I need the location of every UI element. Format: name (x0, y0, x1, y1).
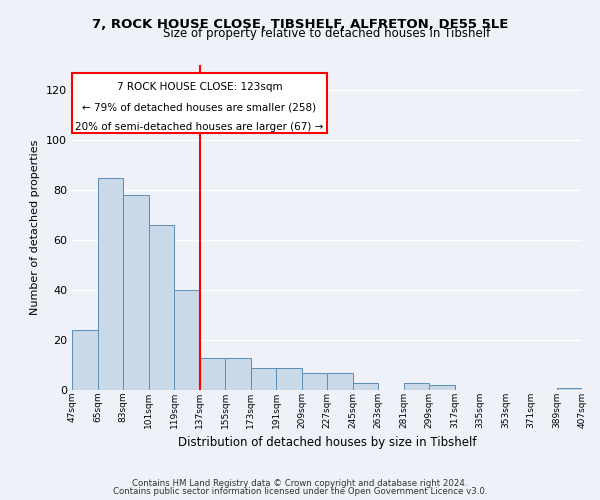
Text: 20% of semi-detached houses are larger (67) →: 20% of semi-detached houses are larger (… (76, 122, 323, 132)
Bar (225, 358, 251, 390)
Text: 7 ROCK HOUSE CLOSE: 123sqm: 7 ROCK HOUSE CLOSE: 123sqm (116, 82, 283, 92)
Text: ← 79% of detached houses are smaller (258): ← 79% of detached houses are smaller (25… (82, 102, 317, 113)
Bar (199, 358, 225, 390)
Bar (123, 195, 149, 390)
Bar (97, 178, 123, 390)
Y-axis label: Number of detached properties: Number of detached properties (31, 140, 40, 315)
Bar (251, 368, 276, 390)
Bar (149, 225, 174, 390)
Bar (276, 368, 302, 390)
X-axis label: Distribution of detached houses by size in Tibshelf: Distribution of detached houses by size … (178, 436, 476, 449)
Bar (302, 372, 327, 390)
Bar (429, 385, 455, 390)
Bar (557, 388, 582, 390)
Bar (404, 382, 429, 390)
Bar (174, 290, 199, 390)
Text: Contains HM Land Registry data © Crown copyright and database right 2024.: Contains HM Land Registry data © Crown c… (132, 478, 468, 488)
Bar (72, 72, 327, 132)
Bar (353, 382, 378, 390)
Bar (327, 372, 353, 390)
Text: 7, ROCK HOUSE CLOSE, TIBSHELF, ALFRETON, DE55 5LE: 7, ROCK HOUSE CLOSE, TIBSHELF, ALFRETON,… (92, 18, 508, 30)
Title: Size of property relative to detached houses in Tibshelf: Size of property relative to detached ho… (163, 27, 491, 40)
Text: Contains public sector information licensed under the Open Government Licence v3: Contains public sector information licen… (113, 487, 487, 496)
Bar (72, 330, 97, 390)
